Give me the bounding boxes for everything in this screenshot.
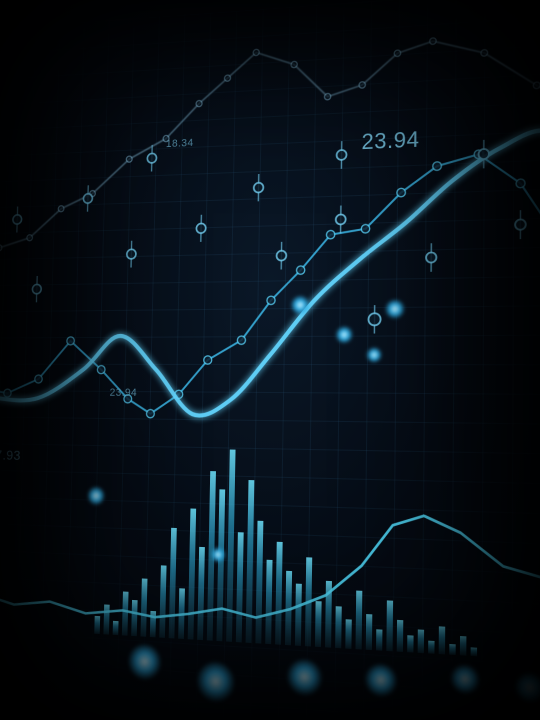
line-marker xyxy=(291,61,297,68)
volume-bar xyxy=(449,644,455,655)
volume-bar xyxy=(460,636,467,656)
candle-marker xyxy=(368,313,380,325)
line-marker xyxy=(27,235,33,241)
line-marker xyxy=(253,49,259,56)
volume-bar xyxy=(246,480,255,643)
volume-bar xyxy=(131,600,137,636)
line-marker xyxy=(430,38,437,45)
candle-marker xyxy=(196,223,206,233)
candle-marker xyxy=(336,214,346,224)
line-marker xyxy=(204,356,212,364)
volume-bar xyxy=(197,547,205,640)
volume-bar xyxy=(216,489,225,641)
volume-bar xyxy=(356,591,363,650)
line-marker xyxy=(267,296,275,304)
volume-bar xyxy=(150,611,156,637)
volume-bar xyxy=(366,614,373,650)
volume-bar xyxy=(103,604,109,634)
volume-bar xyxy=(275,542,283,645)
candle-marker xyxy=(426,252,436,262)
line-top_faint xyxy=(0,31,540,267)
line-marker xyxy=(0,245,2,251)
candle-marker xyxy=(479,149,490,160)
candle-marker xyxy=(83,194,92,204)
line-marker xyxy=(67,337,75,345)
volume-bar xyxy=(265,560,272,644)
volume-bar xyxy=(169,528,177,639)
volume-bar xyxy=(471,647,477,656)
line-marker xyxy=(97,366,105,374)
line-marker xyxy=(224,75,230,81)
candle-marker xyxy=(277,251,287,261)
volume-bar xyxy=(122,592,129,636)
volume-bar xyxy=(345,619,351,649)
candle-marker xyxy=(515,219,526,230)
line-marker xyxy=(326,230,334,239)
volume-bar xyxy=(140,578,147,636)
line-marker xyxy=(35,375,43,383)
volume-bar xyxy=(315,601,322,647)
volume-bar xyxy=(439,626,446,654)
line-marker xyxy=(237,336,245,344)
line-marker xyxy=(397,188,406,197)
candle-marker xyxy=(147,153,156,163)
candle-marker xyxy=(127,249,136,259)
volume-bar xyxy=(407,635,413,652)
volume-bar xyxy=(335,606,342,648)
volume-bar xyxy=(236,532,244,642)
line-marker xyxy=(196,100,202,106)
line-marker xyxy=(126,156,132,162)
volume-bar xyxy=(159,565,166,638)
line-marker xyxy=(124,395,132,403)
candle-marker xyxy=(254,183,264,193)
line-marker xyxy=(359,82,365,89)
line-marker xyxy=(361,224,370,233)
volume-bar xyxy=(94,616,100,634)
perspective-layer: 23.9418.3423.9437.93 xyxy=(0,0,540,720)
volume-bar xyxy=(386,600,393,651)
volume-bar xyxy=(376,629,382,650)
line-marker xyxy=(481,50,488,57)
volume-bar xyxy=(397,620,404,652)
line-marker xyxy=(516,179,525,188)
line-marker xyxy=(296,266,304,274)
line-marker xyxy=(163,135,169,141)
line-marker xyxy=(394,50,400,57)
volume-bar xyxy=(295,584,302,646)
line-marker xyxy=(324,93,330,100)
volume-bar xyxy=(428,641,434,654)
chart-stage: 23.9418.3423.9437.93 xyxy=(0,0,540,720)
volume-bar xyxy=(188,508,196,639)
line-mid_dotted xyxy=(0,148,540,419)
volume-bar xyxy=(113,621,119,635)
candle-marker xyxy=(13,215,22,225)
volume-bar xyxy=(207,471,216,641)
line-marker xyxy=(433,162,442,171)
composite-chart xyxy=(0,0,540,720)
candle-marker xyxy=(32,284,41,294)
line-main_smooth xyxy=(0,126,540,420)
volume-bar xyxy=(418,629,424,653)
candle-marker xyxy=(337,150,347,160)
line-marker xyxy=(58,206,64,212)
volume-bar xyxy=(255,521,263,644)
line-marker xyxy=(4,389,12,397)
line-marker xyxy=(533,82,540,89)
line-marker xyxy=(146,410,154,418)
